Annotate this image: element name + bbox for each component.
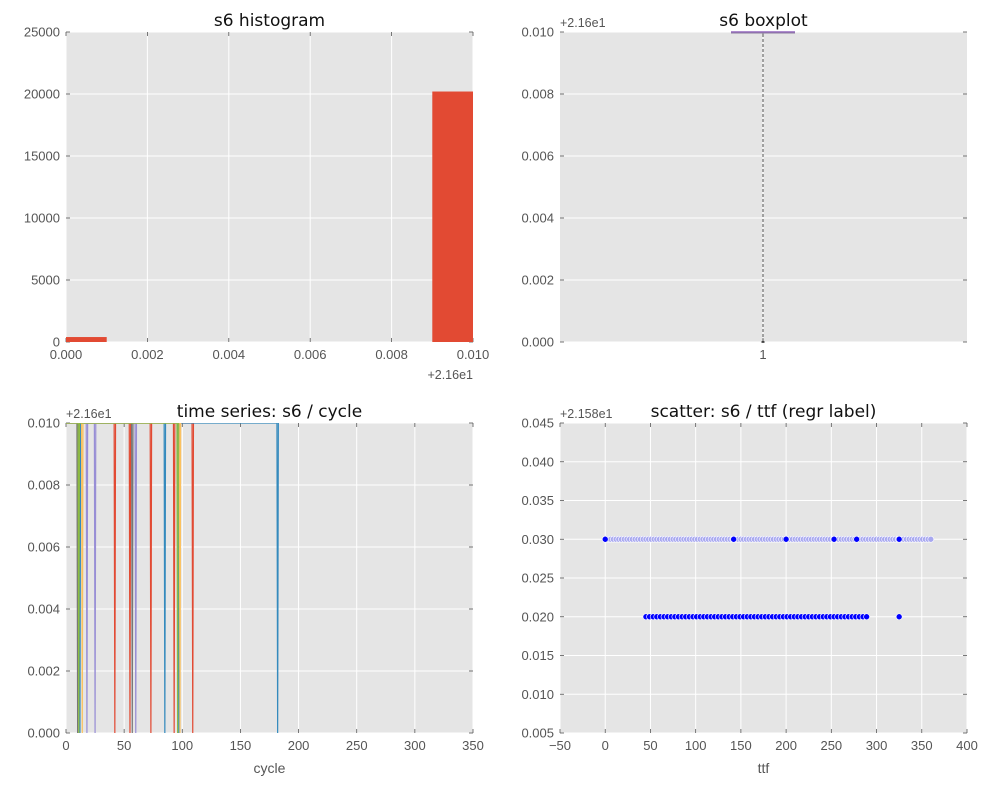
- x-tick-label: 250: [820, 738, 842, 753]
- x-tick-label: 400: [956, 738, 978, 753]
- y-tick-label: 0.008: [521, 87, 554, 102]
- y-tick-label: 0.025: [521, 571, 554, 586]
- x-tick-label: 100: [685, 738, 707, 753]
- histogram-bar: [66, 337, 107, 342]
- scatter-point: [895, 613, 903, 621]
- scatter-panel: −50 0 50 100 150 200 250 300 350 400 0.005 0.010 0.0…: [521, 402, 977, 776]
- scatter-point: [830, 535, 838, 543]
- chart-title: s6 histogram: [214, 11, 325, 31]
- x-tick-label: 250: [346, 738, 368, 753]
- x-tick-label: 200: [775, 738, 797, 753]
- x-tick-label: 300: [404, 738, 426, 753]
- scatter-point: [853, 535, 860, 543]
- y-tick-label: 0.030: [521, 532, 554, 547]
- y-tick-label: 0.010: [27, 416, 60, 431]
- y-tick-label: 15000: [24, 149, 60, 164]
- scatter-point: [782, 535, 790, 543]
- y-tick-label: 0.000: [521, 335, 554, 350]
- y-tick-label: 0.010: [521, 25, 554, 40]
- y-tick-label: 0.000: [27, 726, 60, 741]
- scatter-point: [863, 613, 870, 621]
- x-tick-label: 200: [288, 738, 310, 753]
- y-offset-label: +2.158e1: [560, 407, 613, 421]
- y-tick-label: 0.006: [27, 540, 60, 555]
- x-axis-label: cycle: [254, 760, 286, 776]
- series-line: [66, 423, 179, 733]
- x-tick-label: 0.000: [50, 347, 83, 362]
- y-offset-label: +2.16e1: [66, 407, 112, 421]
- x-tick-label: 0.004: [213, 347, 246, 362]
- series-line: [66, 423, 134, 733]
- x-tick-label: −50: [549, 738, 571, 753]
- x-tick-label: 50: [643, 738, 657, 753]
- scatter-point: [895, 535, 903, 543]
- x-tick-label: 100: [171, 738, 193, 753]
- x-tick-label: 150: [230, 738, 252, 753]
- x-tick-label: 1: [759, 347, 766, 362]
- time-series-panel: 0 50 100 150 200 250 300 350 0.000 0.002 0.004 0.00…: [27, 402, 483, 776]
- x-offset-label: +2.16e1: [427, 368, 473, 382]
- chart-title: scatter: s6 / ttf (regr label): [651, 402, 877, 422]
- plot-area: [66, 423, 473, 733]
- x-axis-label: ttf: [758, 760, 770, 776]
- boxplot-panel: 1 0.000 0.002 0.004 0.006 0.008 0.010 s6 boxplo…: [521, 11, 967, 362]
- y-tick-label: 0.002: [27, 664, 60, 679]
- x-tick-label: 350: [462, 738, 484, 753]
- x-tick-label: 0: [62, 738, 69, 753]
- x-tick-label: 350: [911, 738, 933, 753]
- y-tick-label: 0.020: [521, 609, 554, 624]
- x-tick-label: 50: [117, 738, 131, 753]
- histogram-bar: [432, 91, 473, 343]
- y-tick-label: 0.005: [521, 726, 554, 741]
- y-tick-label: 10000: [24, 211, 60, 226]
- y-tick-label: 5000: [31, 273, 60, 288]
- y-tick-label: 0.004: [27, 602, 60, 617]
- x-tick-label: 0: [602, 738, 609, 753]
- y-tick-label: 0.015: [521, 648, 554, 663]
- series-line: [66, 423, 279, 733]
- x-tick-label: 0.006: [294, 347, 327, 362]
- y-tick-label: 0.002: [521, 273, 554, 288]
- scatter-point: [927, 535, 935, 543]
- series-line: [66, 423, 195, 733]
- series-line: [66, 423, 182, 733]
- y-tick-label: 0.045: [521, 416, 554, 431]
- y-tick-label: 0.010: [521, 687, 554, 702]
- plot-area: [66, 32, 473, 342]
- chart-title: s6 boxplot: [719, 11, 808, 31]
- x-tick-label: 0.010: [457, 347, 490, 362]
- series-line: [66, 423, 138, 733]
- scatter-point: [730, 535, 737, 543]
- x-tick-label: 0.008: [375, 347, 408, 362]
- y-tick-label: 0.035: [521, 493, 554, 508]
- scatter-point: [601, 535, 609, 543]
- series-group: [66, 423, 279, 733]
- y-tick-label: 0.008: [27, 478, 60, 493]
- y-tick-label: 25000: [24, 25, 60, 40]
- y-tick-label: 0: [53, 335, 60, 350]
- x-tick-label: 300: [866, 738, 888, 753]
- histogram-panel: 0.000 0.002 0.004 0.006 0.008 0.010 0 5000 10000…: [24, 11, 489, 382]
- x-tick-label: 0.002: [131, 347, 164, 362]
- y-tick-label: 20000: [24, 87, 60, 102]
- chart-title: time series: s6 / cycle: [177, 402, 362, 422]
- x-tick-label: 150: [730, 738, 752, 753]
- y-tick-label: 0.040: [521, 454, 554, 469]
- y-tick-label: 0.006: [521, 149, 554, 164]
- y-tick-label: 0.004: [521, 211, 554, 226]
- y-offset-label: +2.16e1: [560, 16, 606, 30]
